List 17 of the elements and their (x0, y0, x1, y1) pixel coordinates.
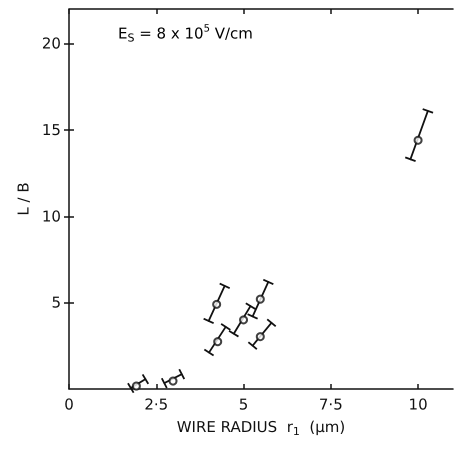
x-tick-label: 0 (64, 396, 74, 414)
point (212, 300, 222, 309)
point (239, 315, 248, 324)
y-tick-label: 15 (42, 120, 61, 139)
y-axis-title: L / B (14, 182, 32, 216)
point (256, 332, 265, 342)
point (213, 337, 222, 346)
point (414, 136, 423, 145)
x-tick-label: 7·5 (318, 396, 343, 414)
x-tick-label: 10 (408, 396, 428, 414)
y-tick-label: 10 (42, 207, 61, 226)
point (256, 294, 265, 304)
x-tick-label: 5 (238, 396, 248, 414)
y-tick-label: 20 (42, 34, 61, 53)
x-tick-label: 2·5 (144, 396, 168, 414)
y-tick-label: 5 (51, 294, 61, 312)
point (168, 376, 178, 386)
